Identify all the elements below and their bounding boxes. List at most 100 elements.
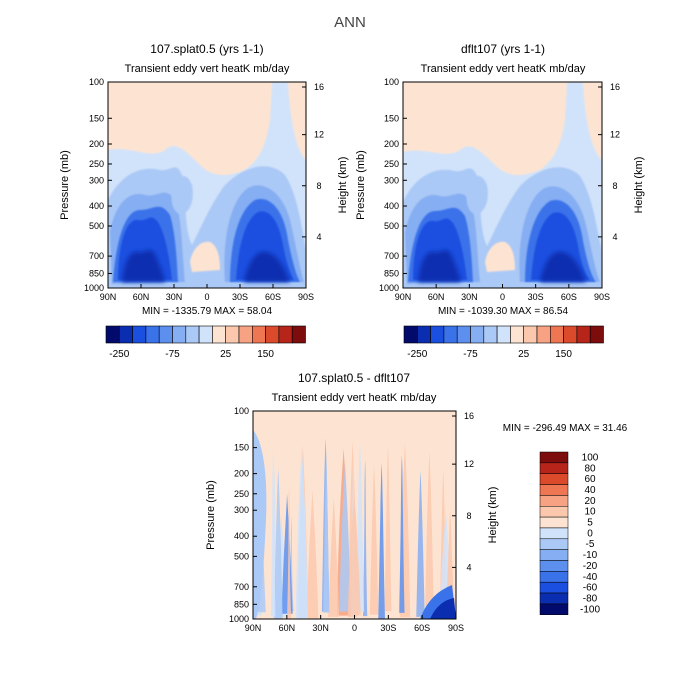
panel-1-y-ticks: 100 150 200 250 300 400 500 700 850 1000 <box>84 77 112 293</box>
colorbar-tick-label: -60 <box>583 583 598 594</box>
colorbar-swatch <box>539 473 569 485</box>
panel-2-y2-ticks: 16 12 8 4 <box>598 82 620 242</box>
y-tick-label: 500 <box>89 221 104 231</box>
panel-1-colorbar: -250 -75 25 150 <box>105 325 306 360</box>
panel-2-y-ticks: 100 150 200 250 300 400 500 700 850 1000 <box>379 77 407 293</box>
colorbar-swatch <box>132 325 147 344</box>
colorbar-swatch <box>430 325 445 344</box>
colorbar-tick-label: -20 <box>583 561 598 572</box>
colorbar-swatch <box>225 325 240 344</box>
x-tick-label: 90S <box>594 292 610 302</box>
colorbar-swatch <box>456 325 471 344</box>
colorbar-swatch <box>563 325 578 344</box>
y-tick-label: 400 <box>89 201 104 211</box>
colorbar-tick-label: -75 <box>463 349 478 360</box>
colorbar-swatch <box>539 592 569 605</box>
x-tick-label: 60S <box>414 623 430 633</box>
y-tick-label: 850 <box>89 268 104 278</box>
colorbar-tick-label: 25 <box>518 349 530 360</box>
y-tick-label: 500 <box>384 221 399 231</box>
contour-band <box>273 468 283 619</box>
colorbar-tick-label: -250 <box>407 349 427 360</box>
panel-1-y2-label: Height (km) <box>337 157 349 214</box>
colorbar-swatch <box>539 571 569 583</box>
colorbar-tick-label: 60 <box>584 474 596 485</box>
panel-2-y2-label: Height (km) <box>633 157 645 214</box>
y2-tick-label: 12 <box>610 130 620 140</box>
x-tick-label: 90S <box>298 292 314 302</box>
colorbar-swatch <box>539 462 569 474</box>
colorbar-swatch <box>238 325 253 344</box>
x-tick-label: 60S <box>265 292 281 302</box>
colorbar-swatch <box>539 581 569 594</box>
y-tick-label: 200 <box>89 139 104 149</box>
y-tick-label: 200 <box>384 139 399 149</box>
colorbar-swatch <box>291 325 306 344</box>
contour-band <box>295 446 308 619</box>
y-tick-label: 150 <box>384 113 399 123</box>
colorbar-swatch <box>539 506 569 518</box>
x-tick-label: 30S <box>380 623 396 633</box>
colorbar-swatch <box>576 325 591 344</box>
x-tick-label: 30N <box>312 623 329 633</box>
colorbar-swatch <box>523 325 538 344</box>
x-tick-label: 90N <box>395 292 412 302</box>
x-tick-label: 90N <box>245 623 262 633</box>
contour-band <box>416 470 425 617</box>
colorbar-swatch <box>539 527 569 540</box>
y-tick-label: 1000 <box>229 614 249 624</box>
y-tick-label: 1000 <box>379 283 399 293</box>
colorbar-swatch <box>470 325 485 344</box>
y-tick-label: 250 <box>89 159 104 169</box>
colorbar-swatch <box>198 325 213 344</box>
colorbar-swatch <box>539 603 569 616</box>
y-tick-label: 400 <box>384 201 399 211</box>
colorbar-tick-label: 100 <box>582 452 599 463</box>
colorbar-tick-label: -40 <box>583 572 598 583</box>
colorbar-swatch <box>145 325 160 344</box>
colorbar-swatch <box>539 484 569 496</box>
colorbar-tick-label: 80 <box>584 463 596 474</box>
panel-3-subtitle: Transient eddy vert heatK mb/day <box>272 392 437 404</box>
colorbar-tick-label: 150 <box>257 349 274 360</box>
y2-tick-label: 12 <box>464 459 474 469</box>
y-tick-label: 100 <box>384 77 399 87</box>
colorbar-swatch <box>416 325 431 344</box>
x-tick-label: 0 <box>352 623 357 633</box>
colorbar-swatch <box>185 325 200 344</box>
y-tick-label: 150 <box>234 443 249 453</box>
y-tick-label: 500 <box>234 551 249 561</box>
colorbar-swatch <box>536 325 551 344</box>
y-tick-label: 1000 <box>84 283 104 293</box>
contour-band <box>328 497 340 617</box>
x-tick-label: 90S <box>448 623 464 633</box>
panel-3-contour-field <box>253 411 456 619</box>
panel-2: dflt107 (yrs 1-1) Transient eddy vert he… <box>355 42 645 360</box>
colorbar-tick-label: 40 <box>584 485 596 496</box>
x-tick-label: 0 <box>204 292 209 302</box>
panel-1: 107.splat0.5 (yrs 1-1) Transient eddy ve… <box>59 42 349 360</box>
contour-band <box>378 463 385 619</box>
x-tick-label: 30S <box>232 292 248 302</box>
y-tick-label: 200 <box>234 469 249 479</box>
colorbar-swatch <box>539 538 569 550</box>
panel-3-y-label: Pressure (mb) <box>205 480 217 550</box>
y2-tick-label: 16 <box>464 411 474 421</box>
colorbar-swatch <box>278 325 293 344</box>
x-tick-label: 60N <box>133 292 150 302</box>
panel-3-stats: MIN = -296.49 MAX = 31.46 <box>503 423 628 434</box>
y2-tick-label: 12 <box>314 130 324 140</box>
panel-2-title: dflt107 (yrs 1-1) <box>461 42 545 56</box>
panel-2-stats: MIN = -1039.30 MAX = 86.54 <box>438 306 569 317</box>
colorbar-swatch <box>510 325 524 344</box>
y2-tick-label: 16 <box>610 82 620 92</box>
panel-2-contour-field <box>403 82 602 288</box>
panel-1-contour-field <box>108 82 306 288</box>
colorbar-swatch <box>496 325 511 344</box>
panel-3-x-ticks: 90N 60N 30N 0 30S 60S 90S <box>245 615 464 633</box>
contour-band <box>425 452 434 615</box>
y-tick-label: 850 <box>384 268 399 278</box>
colorbar-swatch <box>119 325 133 344</box>
colorbar-swatch <box>539 549 569 561</box>
contour-band <box>363 460 368 617</box>
